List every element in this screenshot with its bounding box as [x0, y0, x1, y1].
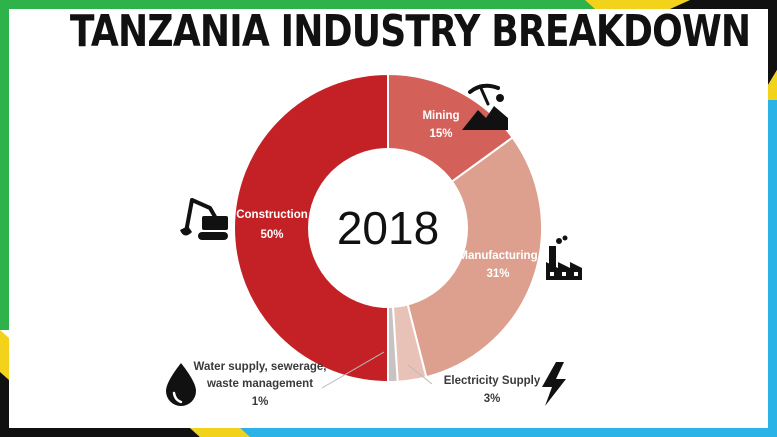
- construction-category-label: Construction: [236, 209, 308, 221]
- border-yellow-left: [0, 330, 9, 380]
- border-black-corner-bl: [0, 372, 200, 437]
- water-leader-line: [321, 351, 385, 389]
- border-yellow-corner: [585, 0, 690, 9]
- manufacturing-slice: [386, 136, 543, 379]
- electricity-external-label: Electricity Supply 3%: [444, 375, 541, 405]
- border-green-top: [0, 0, 620, 9]
- border-yellow-bottom: [190, 428, 250, 437]
- mining-category-label: Mining: [422, 110, 459, 122]
- electricity-leader-line: [407, 364, 433, 385]
- mining-slice-label: Mining 15%: [422, 110, 459, 140]
- mining-value-label: 15%: [429, 128, 452, 140]
- electricity-category-label: Electricity Supply: [444, 375, 541, 387]
- lightning-bolt-icon: [542, 362, 566, 406]
- electricity-value-label: 3%: [484, 393, 501, 405]
- water-external-label: Water supply, sewerage, waste management…: [194, 361, 327, 408]
- excavator-icon: [180, 198, 228, 240]
- manufacturing-category-label: Manufacturing: [458, 250, 537, 262]
- manufacturing-value-label: 31%: [486, 268, 509, 280]
- manufacturing-slice-label: Manufacturing 31%: [458, 250, 537, 280]
- water-value-label: 1%: [252, 396, 269, 408]
- border-blue-bottom: [240, 428, 777, 437]
- factory-icon: [546, 235, 582, 280]
- construction-slice-label: Construction 50%: [236, 209, 308, 241]
- mining-pickaxe-icon: [462, 83, 508, 130]
- border-green-left: [0, 0, 9, 330]
- page-title: TANZANIA INDUSTRY BREAKDOWN: [69, 6, 751, 57]
- border-blue-right: [768, 100, 777, 437]
- border-black-corner-tr: [670, 0, 777, 85]
- water-category-label-line2: waste management: [206, 378, 313, 390]
- construction-value-label: 50%: [260, 229, 283, 241]
- donut-hole: [308, 148, 468, 308]
- water-category-label-line1: Water supply, sewerage,: [194, 361, 327, 373]
- water-drop-icon: [166, 363, 196, 406]
- center-year-label: 2018: [337, 202, 439, 254]
